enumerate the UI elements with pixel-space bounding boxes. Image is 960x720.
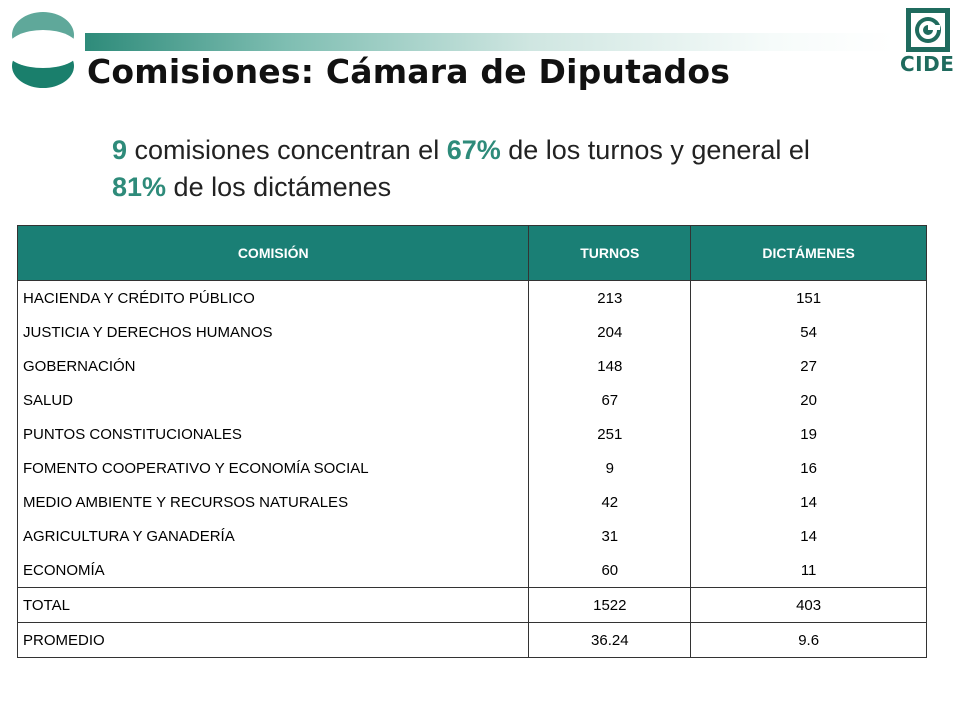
total-row: TOTAL 1522 403 — [16, 587, 927, 623]
cell-comision: HACIENDA Y CRÉDITO PÚBLICO — [16, 280, 530, 315]
table-row: JUSTICIA Y DERECHOS HUMANOS 204 54 — [16, 315, 927, 349]
cell-comision: GOBERNACIÓN — [16, 349, 530, 383]
cell-turnos: 213 — [528, 280, 692, 315]
table-row: HACIENDA Y CRÉDITO PÚBLICO 213 151 — [16, 280, 927, 315]
subtitle-text-1: comisiones concentran el — [127, 135, 447, 165]
title-gradient-bar — [85, 33, 895, 51]
table-row: GOBERNACIÓN 148 27 — [16, 349, 927, 383]
cide-logo-icon — [906, 8, 950, 52]
cell-turnos: 60 — [528, 553, 692, 588]
subtitle: 9 comisiones concentran el 67% de los tu… — [112, 132, 832, 206]
cell-comision: FOMENTO COOPERATIVO Y ECONOMÍA SOCIAL — [16, 451, 530, 485]
cell-dictamenes: 27 — [690, 349, 927, 383]
cell-turnos: 204 — [528, 315, 692, 349]
cide-emblem-left-logo — [8, 12, 78, 88]
cell-comision: AGRICULTURA Y GANADERÍA — [16, 519, 530, 553]
cell-comision: JUSTICIA Y DERECHOS HUMANOS — [16, 315, 530, 349]
cell-comision: MEDIO AMBIENTE Y RECURSOS NATURALES — [16, 485, 530, 519]
subtitle-text-2: de los turnos y general el — [500, 135, 810, 165]
highlight-count: 9 — [112, 135, 128, 165]
cell-comision: PUNTOS CONSTITUCIONALES — [16, 417, 530, 451]
cell-turnos: 31 — [528, 519, 692, 553]
highlight-dictamenes-pct: 81% — [112, 172, 167, 202]
cell-turnos: 148 — [528, 349, 692, 383]
total-turnos: 1522 — [528, 587, 692, 623]
table-row: PUNTOS CONSTITUCIONALES 251 19 — [16, 417, 927, 451]
table-row: SALUD 67 20 — [16, 383, 927, 417]
table-header-row: COMISIÓN TURNOS DICTÁMENES — [16, 225, 927, 281]
cell-turnos: 251 — [528, 417, 692, 451]
comisiones-table: COMISIÓN TURNOS DICTÁMENES HACIENDA Y CR… — [16, 225, 927, 658]
cell-turnos: 9 — [528, 451, 692, 485]
header-turnos: TURNOS — [528, 225, 692, 281]
header-comision: COMISIÓN — [16, 225, 530, 281]
cell-dictamenes: 20 — [690, 383, 927, 417]
cell-turnos: 67 — [528, 383, 692, 417]
table-row: AGRICULTURA Y GANADERÍA 31 14 — [16, 519, 927, 553]
total-label: TOTAL — [16, 587, 530, 623]
average-turnos: 36.24 — [528, 622, 692, 658]
average-row: PROMEDIO 36.24 9.6 — [16, 622, 927, 658]
header-dictamenes: DICTÁMENES — [690, 225, 927, 281]
cell-dictamenes: 11 — [690, 553, 927, 588]
cell-turnos: 42 — [528, 485, 692, 519]
cell-dictamenes: 19 — [690, 417, 927, 451]
table-row: MEDIO AMBIENTE Y RECURSOS NATURALES 42 1… — [16, 485, 927, 519]
table-row: ECONOMÍA 60 11 — [16, 553, 927, 588]
average-dictamenes: 9.6 — [690, 622, 927, 658]
cide-logo-text: CIDE — [900, 52, 955, 76]
average-label: PROMEDIO — [16, 622, 530, 658]
cell-dictamenes: 14 — [690, 519, 927, 553]
cell-dictamenes: 16 — [690, 451, 927, 485]
cell-comision: SALUD — [16, 383, 530, 417]
cell-dictamenes: 14 — [690, 485, 927, 519]
table-row: FOMENTO COOPERATIVO Y ECONOMÍA SOCIAL 9 … — [16, 451, 927, 485]
highlight-turnos-pct: 67% — [446, 135, 501, 165]
cell-dictamenes: 54 — [690, 315, 927, 349]
cell-dictamenes: 151 — [690, 280, 927, 315]
cell-comision: ECONOMÍA — [16, 553, 530, 588]
subtitle-text-3: de los dictámenes — [166, 172, 392, 202]
total-dictamenes: 403 — [690, 587, 927, 623]
page-title: Comisiones: Cámara de Diputados — [87, 52, 731, 91]
